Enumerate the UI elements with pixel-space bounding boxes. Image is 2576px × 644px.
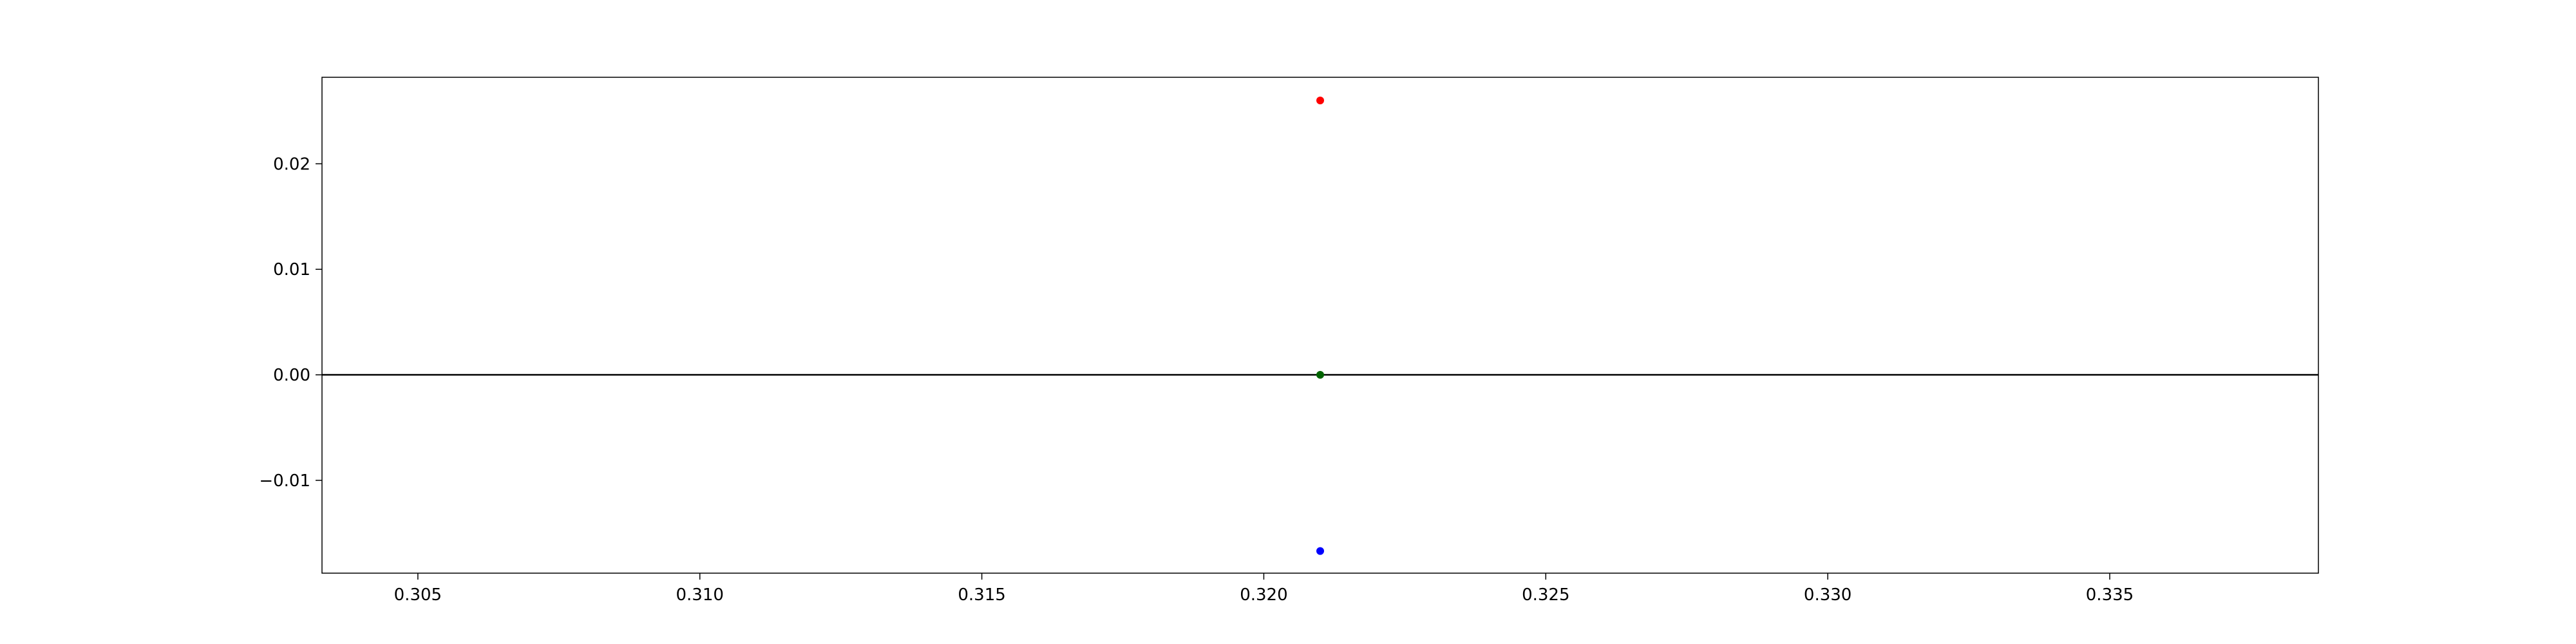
data-point <box>1316 371 1324 379</box>
x-tick-label: 0.305 <box>394 585 442 605</box>
x-tick-label: 0.330 <box>1804 585 1852 605</box>
y-axis: −0.01 0.00 0.01 0.02 <box>259 155 322 491</box>
y-tick-label: 0.02 <box>273 155 310 174</box>
x-tick-label: 0.335 <box>2086 585 2134 605</box>
x-tick-label: 0.310 <box>676 585 724 605</box>
x-tick-label: 0.325 <box>1522 585 1569 605</box>
data-points <box>1316 97 1324 555</box>
data-point <box>1316 97 1324 105</box>
data-point <box>1316 547 1324 555</box>
axes-frame <box>321 77 2319 574</box>
x-tick-label: 0.315 <box>958 585 1005 605</box>
plot-area <box>321 77 2319 574</box>
x-axis: 0.305 0.310 0.315 0.320 0.325 0.330 0.335 <box>394 573 2134 605</box>
y-tick-label: 0.00 <box>273 366 310 385</box>
x-tick-label: 0.320 <box>1240 585 1287 605</box>
y-tick-label: 0.01 <box>273 260 310 279</box>
y-tick-label: −0.01 <box>259 471 310 491</box>
